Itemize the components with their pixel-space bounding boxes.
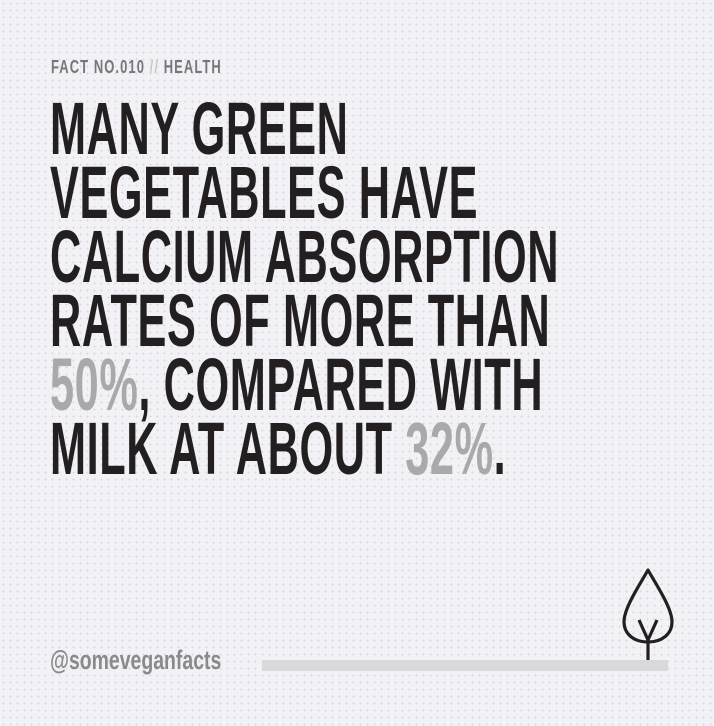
fact-kicker: FACT NO.010 // HEALTH [51, 57, 222, 78]
highlight-32-percent: 32% [405, 407, 494, 490]
headline-line: VEGETABLES HAVE [50, 151, 479, 234]
fact-number: FACT NO.010 [51, 57, 145, 77]
fact-category: HEALTH [163, 57, 222, 77]
highlight-50-percent: 50% [50, 343, 139, 426]
fact-headline: MANY GREEN VEGETABLES HAVE CALCIUM ABSOR… [50, 87, 694, 486]
headline-text: MILK AT ABOUT [50, 407, 406, 490]
headline-line: CALCIUM ABSORPTION [50, 215, 560, 298]
headline-text: , COMPARED WITH [138, 343, 544, 426]
tree-icon [622, 568, 674, 660]
headline-line: MILK AT ABOUT 32%. [50, 412, 694, 486]
headline-line: RATES OF MORE THAN [50, 279, 551, 362]
headline-line: MANY GREEN [50, 87, 349, 170]
ground-bar [262, 660, 668, 671]
headline-line: 50%, COMPARED WITH [50, 348, 694, 422]
social-handle: @someveganfacts [50, 645, 222, 675]
separator: // [149, 57, 160, 77]
headline-text: . [493, 407, 507, 490]
